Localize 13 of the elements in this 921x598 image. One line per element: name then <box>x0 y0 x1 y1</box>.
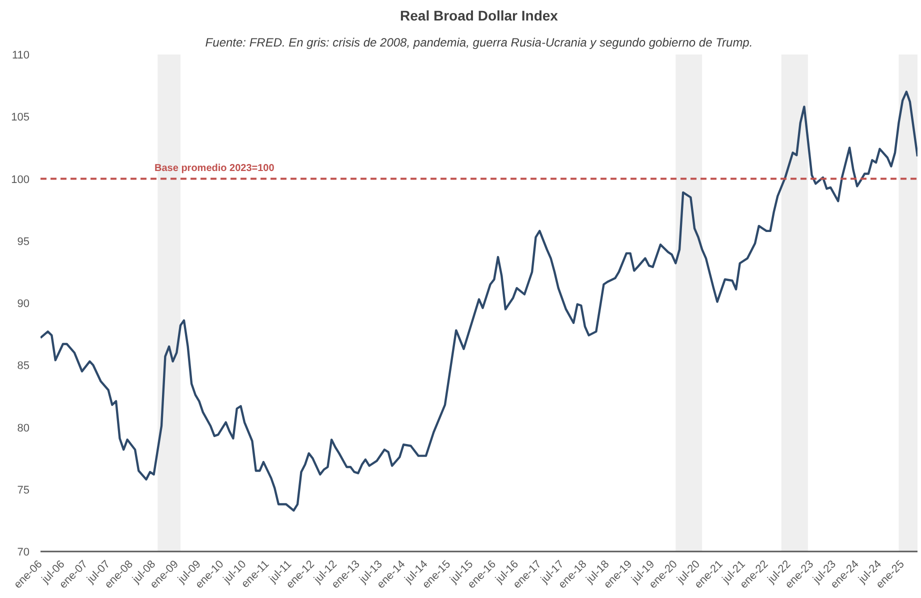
y-tick-label: 100 <box>11 174 30 186</box>
line-series <box>40 90 918 512</box>
y-tick-label: 70 <box>17 546 30 558</box>
y-tick-label: 80 <box>17 422 30 434</box>
chart-subtitle: Fuente: FRED. En gris: crisis de 2008, pandemia, guerra Rusia-Ucrania y segundo gobierno de Trump. <box>205 36 753 50</box>
y-tick-label: 85 <box>17 360 30 372</box>
y-tick-label: 90 <box>17 298 30 310</box>
y-tick-label: 105 <box>11 112 30 124</box>
ref-line-label: Base promedio 2023=100 <box>154 162 275 174</box>
chart-title: Real Broad Dollar Index <box>400 8 558 24</box>
y-tick-label: 95 <box>17 236 30 248</box>
y-tick-label: 110 <box>12 50 30 62</box>
y-tick-label: 75 <box>17 484 30 496</box>
